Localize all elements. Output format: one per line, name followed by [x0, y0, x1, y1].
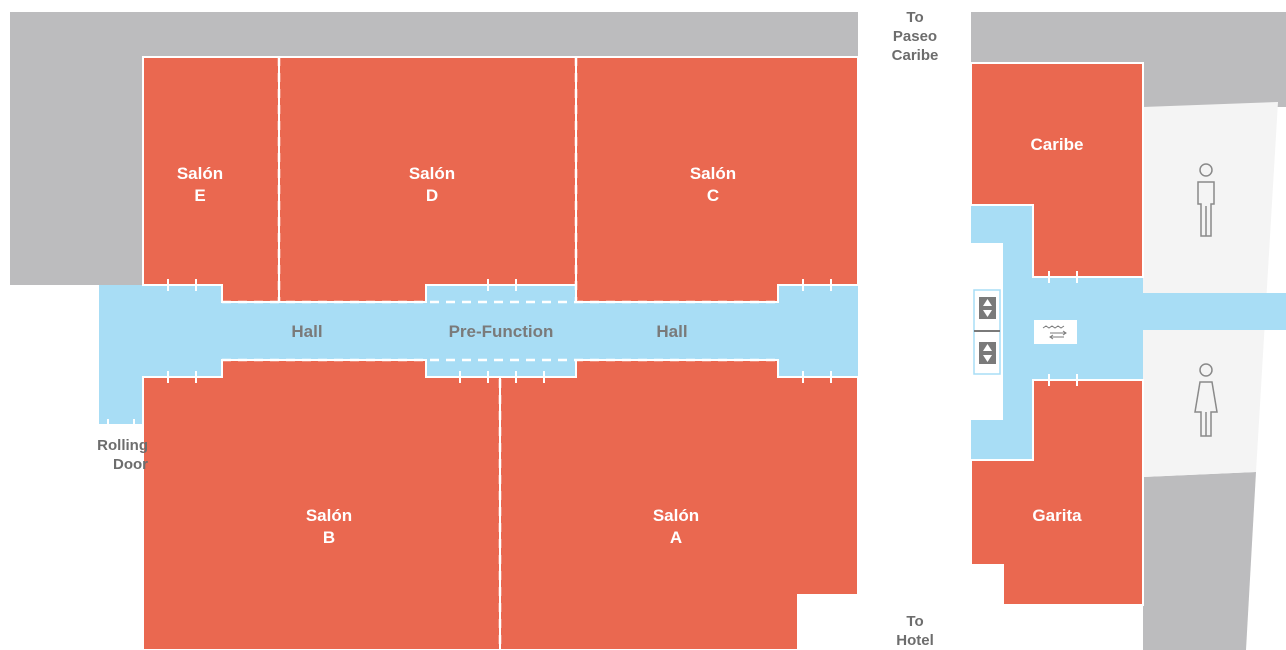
east-door-marks — [1048, 271, 1078, 386]
east-rooms — [970, 62, 1144, 606]
prefunction-label: Pre-Function — [448, 322, 554, 341]
caribe-room — [970, 62, 1144, 278]
hall-right-label: Hall — [656, 322, 688, 341]
garita-room — [970, 379, 1144, 606]
main-hall — [99, 285, 858, 425]
building-walls — [10, 12, 1286, 650]
salon-b-label[interactable]: Salón B — [305, 506, 353, 547]
garita-label[interactable]: Garita — [1032, 506, 1082, 525]
partition-lines — [222, 57, 778, 650]
east-hall-corridor — [971, 205, 1286, 460]
mens-restroom-icon[interactable] — [1197, 163, 1215, 237]
hall-left-label: Hall — [291, 322, 323, 341]
door-marks — [99, 279, 858, 431]
restroom-area — [1143, 102, 1278, 477]
main-wall-block — [10, 12, 858, 285]
salon-a-label[interactable]: Salón A — [652, 506, 700, 547]
hall-corridor — [99, 285, 858, 425]
salon-rooms — [142, 56, 859, 650]
caribe-label[interactable]: Caribe — [1030, 135, 1084, 154]
escalator-icon[interactable] — [1034, 320, 1077, 344]
east-wall-block-bottom — [1143, 472, 1256, 650]
salon-e-label[interactable]: Salón E — [176, 164, 224, 205]
rolling-door-label: Rolling Door — [97, 437, 148, 473]
east-wall-block-top — [971, 12, 1286, 107]
to-hotel-label: To Hotel — [896, 613, 934, 649]
to-paseo-caribe-label: To Paseo Caribe — [891, 9, 939, 64]
east-hall — [971, 205, 1286, 460]
womens-restroom-icon[interactable] — [1194, 363, 1218, 437]
salon-c-label[interactable]: Salón C — [689, 164, 737, 205]
elevator-icon[interactable] — [971, 287, 1003, 377]
salon-d-label[interactable]: Salón D — [408, 164, 456, 205]
